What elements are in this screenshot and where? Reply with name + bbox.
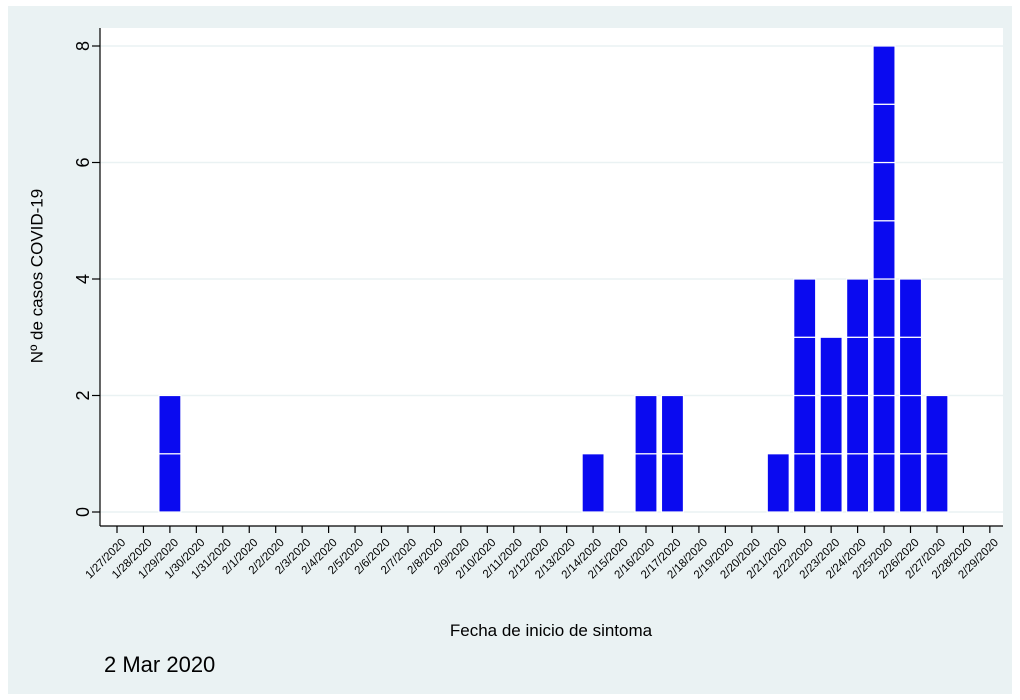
bar	[793, 394, 817, 455]
bar-chart: 024681/27/20201/28/20201/29/20201/30/202…	[27, 28, 1003, 640]
date-footnote: 2 Mar 2020	[104, 652, 216, 677]
bar	[845, 394, 870, 455]
bar	[634, 394, 658, 455]
bar	[819, 453, 843, 513]
bar	[793, 453, 817, 513]
bar	[872, 394, 896, 455]
bar	[845, 453, 870, 513]
bar	[872, 161, 896, 222]
bar	[158, 453, 182, 513]
y-tick-label: 4	[73, 274, 93, 284]
bar	[872, 103, 896, 164]
bar	[660, 394, 685, 455]
bar	[581, 453, 605, 513]
bar	[845, 278, 870, 338]
bar	[898, 336, 923, 397]
bar	[898, 278, 923, 338]
x-axis-label: Fecha de inicio de sintoma	[450, 621, 653, 640]
bar	[634, 453, 658, 513]
bar	[925, 453, 949, 513]
bar	[819, 394, 843, 455]
bar	[793, 336, 817, 397]
bar	[819, 336, 843, 397]
y-tick-label: 8	[73, 41, 93, 51]
bar	[898, 394, 923, 455]
bar	[158, 394, 182, 455]
bar	[872, 45, 896, 105]
bar	[845, 336, 870, 397]
bar	[872, 453, 896, 513]
bar	[766, 453, 790, 513]
bar	[872, 220, 896, 280]
y-axis-label: Nº de casos COVID-19	[27, 189, 46, 363]
bar	[898, 453, 923, 513]
bar	[872, 336, 896, 397]
bar	[793, 278, 817, 338]
chart-frame: 0 2 4 6 8 1/27/2020 1/28/2020 1/29/2020 1/30/202…	[8, 6, 1012, 694]
bar	[925, 394, 949, 455]
y-tick-label: 2	[73, 390, 93, 400]
bars	[158, 45, 949, 513]
y-tick-label: 0	[73, 507, 93, 517]
y-tick-label: 6	[73, 157, 93, 167]
bar	[660, 453, 685, 513]
bar	[872, 278, 896, 338]
